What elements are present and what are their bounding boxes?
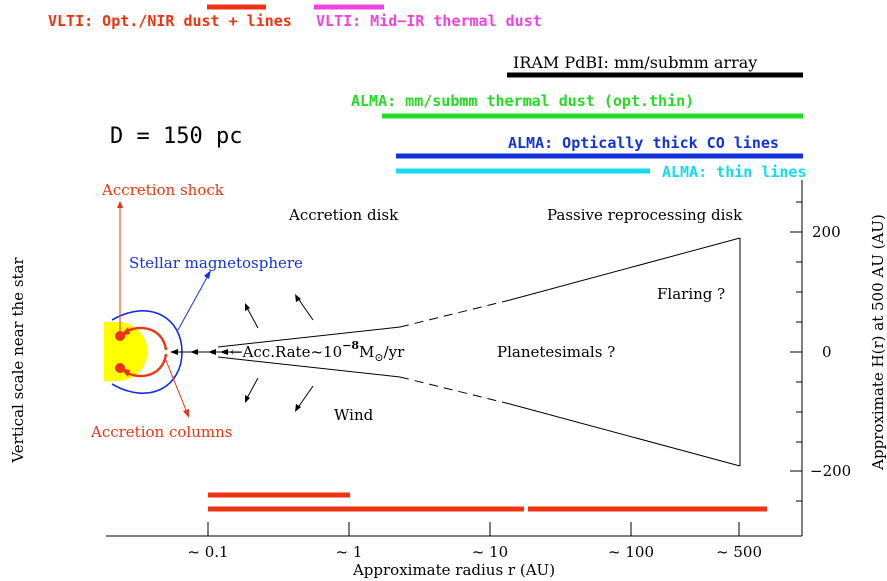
alma-dust-label: ALMA: mm/submm thermal dust (opt.thin) [351,92,694,110]
alma-thin-label: ALMA: thin lines [662,163,807,181]
star-surface [104,322,118,381]
accretion-columns-label: Accretion columns [90,423,232,441]
inflow-arrow-2 [190,349,198,355]
shock-spot-lower [115,363,125,373]
planetesimals-label: Planetesimals ? [497,343,615,361]
x-axis-label: Approximate radius r (AU) [352,561,555,579]
disk-lower-outer [509,403,741,467]
wind-arrow-lr [296,385,314,410]
vlti-mir-label: VLTI: Mid−IR thermal dust [316,12,542,30]
disk-upper-dashed [399,299,511,328]
inflow-arrow-4 [220,349,228,355]
x-tick-label-4: ~ 100 [608,543,654,561]
distance-label: D = 150 pc [110,124,242,149]
wind-arrow-ur [296,296,314,321]
wind-arrowhead-ur [295,294,301,302]
disk-upper-outer [509,237,741,301]
acc-rate-suffix: /yr [384,343,406,361]
x-tick-label-2: ~ 1 [336,543,363,561]
y-axis-label-left: Vertical scale near the star [9,257,27,464]
wind-arrowhead-ul [245,303,250,311]
y-tick-label-0: 0 [822,343,832,361]
magnetosphere-arrowhead [204,270,211,279]
x-tick-label-5: ~ 500 [716,543,762,561]
vlti-nir-label: VLTI: Opt./NIR dust + lines [48,12,292,30]
inflow-arrow-3 [208,349,216,355]
passive-disk-label: Passive reprocessing disk [547,206,743,224]
accretion-shock-label: Accretion shock [101,181,225,199]
y-tick-label-neg200: −200 [810,462,851,480]
disk-lower-inner [217,356,401,378]
disk-lower-dashed [399,376,511,405]
x-tick-label-3: ~ 10 [472,543,508,561]
wind-arrow-ll [245,377,259,401]
acc-rate-prefix: ←Acc.Rate~10 [230,343,342,361]
accretion-shock-arrowhead [117,201,123,208]
acc-rate-label: ←Acc.Rate~10−8M⊙/yr [230,339,405,364]
iram-label: IRAM PdBI: mm/submm array [513,53,757,72]
alma-co-label: ALMA: Optically thick CO lines [508,134,779,152]
star-body [118,322,148,381]
right-y-ticks [790,201,802,502]
x-ticks [207,522,740,536]
acc-rate-sun: ⊙ [374,351,383,364]
magnetosphere-label: Stellar magnetosphere [129,254,303,272]
wind-arrowhead-lr [295,404,301,412]
disk-upper-inner [217,326,401,348]
accretion-columns-arrowhead [183,409,189,418]
flaring-label: Flaring ? [657,285,725,303]
magnetosphere-pointer [177,271,211,331]
acc-rate-exponent: −8 [342,339,359,352]
wind-arrow-ul [245,305,259,329]
wind-arrowhead-ll [245,395,250,403]
x-tick-label-1: ~ 0.1 [187,543,228,561]
acc-rate-unit: M [359,343,374,361]
wind-label: Wind [334,406,374,424]
y-tick-label-200: 200 [812,223,841,241]
accretion-columns-pointer [164,357,189,416]
y-axis-label-right: Approximate H(r) at 500 AU (AU) [869,214,887,471]
accretion-disk-label: Accretion disk [288,206,399,224]
inflow-arrow-1 [170,349,178,355]
